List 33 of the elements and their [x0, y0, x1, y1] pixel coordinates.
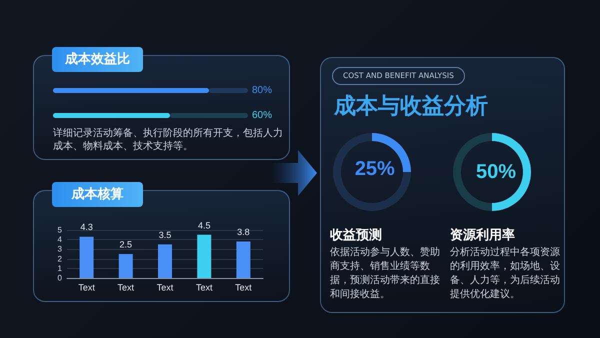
bar [118, 254, 133, 278]
y-tick-label: 1 [58, 264, 63, 273]
data-label: 3.5 [158, 230, 172, 240]
bar [80, 236, 94, 278]
data-label: 60% [252, 110, 272, 121]
data-label: 50% [476, 161, 516, 183]
y-tick-label: 4 [58, 235, 63, 244]
text: 资源利用率 [450, 226, 515, 244]
y-tick-label: 0 [58, 274, 63, 282]
bar [197, 234, 212, 278]
data-label: 4.5 [198, 220, 210, 230]
text: 成本与收益分析 [334, 93, 488, 121]
x-tick-label: Text [78, 282, 96, 292]
y-tick-label: 2 [58, 254, 63, 264]
y-tick-label: 3 [58, 244, 63, 254]
x-tick-label: Text [196, 282, 213, 292]
chart-title: 成本效益比 [52, 47, 143, 72]
y-tick-label: 5 [58, 226, 63, 234]
text: 收益预测 [330, 227, 382, 244]
data-label: 80% [252, 85, 272, 96]
x-tick-label: Text [156, 282, 174, 292]
chart-title: 成本核算 [52, 182, 143, 207]
data-label: 4.3 [80, 222, 93, 232]
data-label: 3.8 [237, 227, 250, 238]
x-tick-label: Text [235, 282, 252, 292]
bar [158, 244, 172, 278]
text: 分析活动过程中各项资源的利用效率，如场地、设备、人力等，为后续活动提供优化建议。 [450, 246, 561, 302]
data-label: 2.5 [120, 240, 132, 250]
text: 依据活动参与人数、赞助商支持、销售业绩等数据，预测活动带来的直接和间接收益。 [330, 246, 441, 302]
annotation: 详细记录活动筹备、执行阶段的所有开支，包括人力成本、物料成本、技术支持等。 [53, 127, 284, 153]
x-tick-label: Text [118, 282, 135, 292]
bar [236, 242, 250, 278]
data-label: 25% [354, 158, 396, 180]
